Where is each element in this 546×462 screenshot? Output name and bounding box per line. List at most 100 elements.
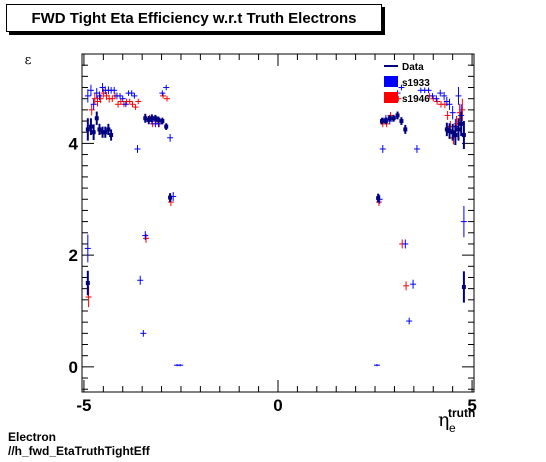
marker bbox=[156, 117, 161, 122]
data-point-s1933 bbox=[410, 279, 417, 289]
marker bbox=[453, 133, 458, 138]
data-point-s1933 bbox=[159, 90, 166, 96]
data-point-s1933 bbox=[449, 105, 456, 120]
marker bbox=[149, 116, 154, 121]
legend-label: Data bbox=[402, 62, 424, 73]
data-point-s1946 bbox=[403, 281, 410, 291]
data-point-s1933 bbox=[84, 89, 91, 103]
data-point-s1933 bbox=[87, 84, 94, 96]
marker bbox=[85, 127, 90, 132]
data-point-data bbox=[168, 193, 173, 203]
x-tick-label: -5 bbox=[76, 396, 91, 415]
data-point-data bbox=[461, 121, 466, 149]
marker bbox=[106, 127, 111, 132]
x-axis-label-subscript: e bbox=[449, 421, 456, 435]
data-point-data bbox=[88, 118, 93, 136]
data-point-data bbox=[149, 114, 154, 123]
data-point-data bbox=[456, 118, 461, 141]
data-point-s1946 bbox=[160, 93, 167, 99]
marker bbox=[168, 195, 173, 200]
series-s1933 bbox=[84, 83, 467, 367]
series-data bbox=[85, 111, 466, 303]
data-point-data bbox=[387, 114, 392, 122]
marker bbox=[456, 127, 461, 132]
data-point-data bbox=[450, 123, 455, 141]
data-point-s1946 bbox=[126, 98, 133, 105]
data-point-s1933 bbox=[142, 231, 149, 241]
data-point-s1933 bbox=[96, 91, 103, 101]
data-point-data bbox=[153, 114, 158, 122]
data-point-s1933 bbox=[441, 91, 448, 100]
marker bbox=[380, 119, 385, 124]
x-axis-label: η bbox=[438, 409, 449, 431]
data-point-s1946 bbox=[91, 93, 98, 104]
marker bbox=[88, 124, 93, 129]
marker bbox=[395, 113, 400, 118]
data-point-s1933 bbox=[379, 145, 386, 153]
data-point-s1933 bbox=[90, 98, 97, 110]
data-point-s1946 bbox=[109, 95, 116, 103]
data-point-s1946 bbox=[459, 98, 466, 122]
data-point-data bbox=[106, 123, 111, 136]
data-point-s1933 bbox=[433, 95, 440, 103]
footer-electron: Electron bbox=[8, 430, 57, 444]
data-point-s1946 bbox=[434, 98, 441, 105]
data-point-s1933 bbox=[398, 84, 405, 91]
marker bbox=[97, 127, 102, 132]
data-point-s1933 bbox=[137, 275, 144, 285]
data-point-data bbox=[395, 111, 400, 120]
marker bbox=[444, 127, 449, 132]
y-tick-label: 4 bbox=[69, 134, 79, 153]
data-point-data bbox=[97, 123, 102, 136]
marker bbox=[383, 119, 388, 124]
marker bbox=[461, 284, 466, 289]
data-point-s1933 bbox=[140, 329, 147, 337]
data-point-data bbox=[143, 113, 148, 123]
y-tick-label: 0 bbox=[69, 358, 78, 377]
data-point-data bbox=[403, 124, 408, 134]
marker bbox=[459, 121, 464, 126]
marker bbox=[450, 130, 455, 135]
legend-box-s1933 bbox=[384, 76, 398, 87]
data-point-data bbox=[391, 114, 396, 122]
data-point-data bbox=[91, 124, 96, 141]
data-point-data bbox=[376, 193, 381, 203]
marker bbox=[146, 117, 151, 122]
data-point-data bbox=[85, 118, 90, 141]
data-point-s1933 bbox=[134, 145, 141, 153]
data-point-s1933 bbox=[117, 93, 124, 99]
data-point-s1946 bbox=[115, 100, 122, 108]
data-point-s1933 bbox=[93, 88, 100, 99]
y-axis-label: ε bbox=[25, 53, 32, 68]
data-point-s1933 bbox=[446, 98, 453, 110]
marker bbox=[391, 116, 396, 121]
marker bbox=[143, 116, 148, 121]
data-point-data bbox=[453, 124, 458, 146]
data-point-s1933 bbox=[167, 133, 174, 142]
data-point-data bbox=[160, 117, 165, 125]
data-point-s1933 bbox=[128, 90, 135, 96]
data-point-s1933 bbox=[111, 86, 118, 94]
data-point-s1933 bbox=[122, 101, 129, 108]
data-point-data bbox=[459, 111, 464, 137]
data-point-s1933 bbox=[455, 86, 462, 105]
data-point-data bbox=[164, 123, 169, 130]
x-tick-label: 5 bbox=[467, 396, 476, 415]
marker bbox=[160, 119, 165, 124]
legend-label: s1933 bbox=[402, 78, 430, 89]
data-point-s1946 bbox=[94, 96, 101, 107]
data-point-s1933 bbox=[131, 93, 138, 99]
data-point-data bbox=[383, 117, 388, 125]
data-point-data bbox=[461, 271, 466, 303]
marker bbox=[376, 196, 381, 201]
legend-box-s1946 bbox=[384, 92, 398, 103]
data-point-s1933 bbox=[460, 205, 467, 238]
data-point-s1946 bbox=[163, 95, 170, 102]
legend-label: s1946 bbox=[402, 94, 430, 105]
data-point-s1946 bbox=[132, 104, 139, 110]
data-point-data bbox=[85, 270, 90, 296]
chart-title: FWD Tight Eta Efficiency w.r.t Truth Ele… bbox=[6, 4, 382, 32]
marker bbox=[94, 116, 99, 121]
data-point-s1933 bbox=[119, 95, 126, 102]
